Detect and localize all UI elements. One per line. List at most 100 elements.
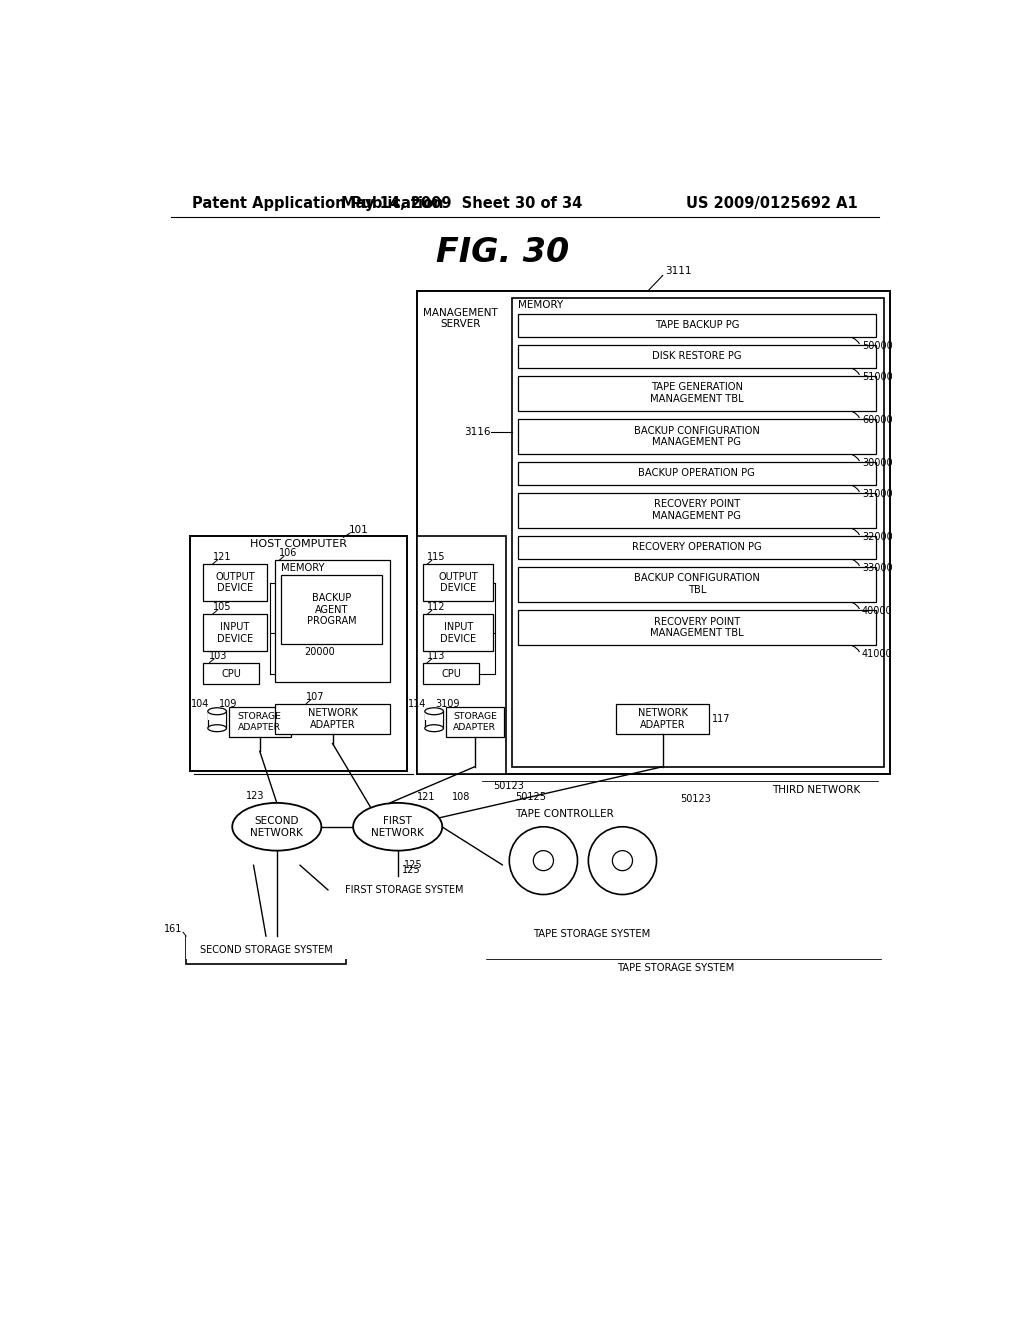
Bar — [282, 576, 382, 644]
Text: STORAGE
ADAPTER: STORAGE ADAPTER — [453, 713, 497, 731]
Text: FIRST STORAGE SYSTEM: FIRST STORAGE SYSTEM — [345, 884, 464, 895]
Text: 106: 106 — [280, 548, 298, 558]
Text: STORAGE
ADAPTER: STORAGE ADAPTER — [238, 713, 282, 731]
Text: TAPE GENERATION
MANAGEMENT TBL: TAPE GENERATION MANAGEMENT TBL — [650, 383, 743, 404]
Text: 3109: 3109 — [435, 698, 460, 709]
Text: 117: 117 — [712, 714, 730, 723]
Bar — [328, 876, 481, 904]
Bar — [518, 345, 876, 368]
Ellipse shape — [353, 803, 442, 850]
Text: INPUT
DEVICE: INPUT DEVICE — [217, 622, 253, 644]
Bar — [616, 704, 710, 734]
Bar — [423, 614, 493, 651]
Text: INPUT
DEVICE: INPUT DEVICE — [440, 622, 476, 644]
Bar — [518, 376, 876, 411]
Text: RECOVERY POINT
MANAGEMENT PG: RECOVERY POINT MANAGEMENT PG — [652, 499, 741, 521]
Ellipse shape — [425, 725, 443, 731]
Text: TAPE: TAPE — [532, 847, 554, 855]
Bar — [203, 663, 259, 684]
Text: 60000: 60000 — [862, 416, 893, 425]
Text: OUTPUT
DEVICE: OUTPUT DEVICE — [215, 572, 255, 594]
Text: 123: 123 — [246, 791, 264, 801]
Text: 30000: 30000 — [862, 458, 893, 469]
Ellipse shape — [232, 803, 322, 850]
Bar — [190, 536, 407, 771]
Bar — [486, 793, 881, 960]
Text: 112: 112 — [427, 602, 445, 612]
Bar — [203, 564, 266, 601]
Text: NETWORK
ADAPTER: NETWORK ADAPTER — [638, 708, 688, 730]
Text: 101: 101 — [349, 525, 369, 536]
Bar — [275, 704, 390, 734]
Text: RECOVERY POINT
MANAGEMENT TBL: RECOVERY POINT MANAGEMENT TBL — [650, 616, 743, 638]
Bar — [518, 610, 876, 645]
Text: 50126: 50126 — [608, 863, 637, 873]
Text: 3111: 3111 — [665, 265, 691, 276]
Text: 31000: 31000 — [862, 490, 893, 499]
Circle shape — [612, 850, 633, 871]
Bar — [186, 936, 346, 964]
Text: May 14, 2009  Sheet 30 of 34: May 14, 2009 Sheet 30 of 34 — [341, 195, 582, 211]
Ellipse shape — [425, 708, 443, 714]
Bar — [228, 708, 291, 737]
Text: 109: 109 — [219, 698, 237, 709]
Text: 121: 121 — [212, 552, 231, 562]
Bar — [506, 805, 677, 924]
Circle shape — [509, 826, 578, 895]
Text: 161: 161 — [164, 924, 182, 935]
Text: 51000: 51000 — [862, 372, 893, 381]
Text: 125: 125 — [403, 861, 423, 870]
Bar — [417, 290, 890, 775]
Text: 125: 125 — [401, 865, 420, 875]
Text: 50123: 50123 — [493, 781, 524, 791]
Text: 104: 104 — [191, 698, 209, 709]
Text: Patent Application Publication: Patent Application Publication — [191, 195, 443, 211]
Bar — [425, 711, 443, 719]
Text: 33000: 33000 — [862, 564, 893, 573]
Text: 114: 114 — [408, 698, 426, 709]
Bar — [518, 418, 876, 454]
Text: MANAGEMENT
SERVER: MANAGEMENT SERVER — [423, 308, 498, 330]
Text: 50123: 50123 — [681, 795, 712, 804]
Bar — [518, 536, 876, 558]
Circle shape — [589, 826, 656, 895]
Bar — [445, 708, 504, 737]
Text: 40000: 40000 — [862, 606, 893, 616]
Text: CPU: CPU — [221, 668, 241, 678]
Bar — [203, 614, 266, 651]
Text: NETWORK
ADAPTER: NETWORK ADAPTER — [307, 708, 357, 730]
Bar — [186, 781, 882, 960]
Text: TAPE CONTROLLER: TAPE CONTROLLER — [515, 809, 614, 820]
Text: 50126: 50126 — [528, 863, 558, 873]
Text: SECOND STORAGE SYSTEM: SECOND STORAGE SYSTEM — [200, 945, 333, 954]
Bar — [275, 560, 390, 682]
Bar — [417, 536, 506, 775]
Text: 3116: 3116 — [464, 426, 490, 437]
Text: TAPE STORAGE SYSTEM: TAPE STORAGE SYSTEM — [617, 962, 734, 973]
Text: MEMORY: MEMORY — [518, 301, 563, 310]
Text: FIRST
NETWORK: FIRST NETWORK — [372, 816, 424, 838]
Text: 108: 108 — [452, 792, 470, 803]
Bar — [512, 298, 884, 767]
Text: 115: 115 — [427, 552, 445, 562]
Text: 20000: 20000 — [305, 647, 336, 657]
Bar — [483, 781, 879, 952]
Text: TAPE: TAPE — [611, 847, 633, 855]
Text: CPU: CPU — [441, 668, 461, 678]
Text: 121: 121 — [417, 792, 435, 803]
Text: 50000: 50000 — [862, 342, 893, 351]
Bar — [423, 663, 479, 684]
Text: 105: 105 — [212, 602, 231, 612]
Bar — [518, 492, 876, 528]
Text: SECOND
NETWORK: SECOND NETWORK — [250, 816, 303, 838]
Text: 50125: 50125 — [515, 792, 547, 803]
Bar — [518, 314, 876, 337]
Bar — [518, 566, 876, 602]
Ellipse shape — [208, 708, 226, 714]
Text: 107: 107 — [306, 692, 325, 702]
Text: MEMORY: MEMORY — [282, 564, 325, 573]
Ellipse shape — [208, 725, 226, 731]
Text: US 2009/0125692 A1: US 2009/0125692 A1 — [686, 195, 858, 211]
Text: 103: 103 — [209, 651, 227, 661]
Circle shape — [534, 850, 554, 871]
